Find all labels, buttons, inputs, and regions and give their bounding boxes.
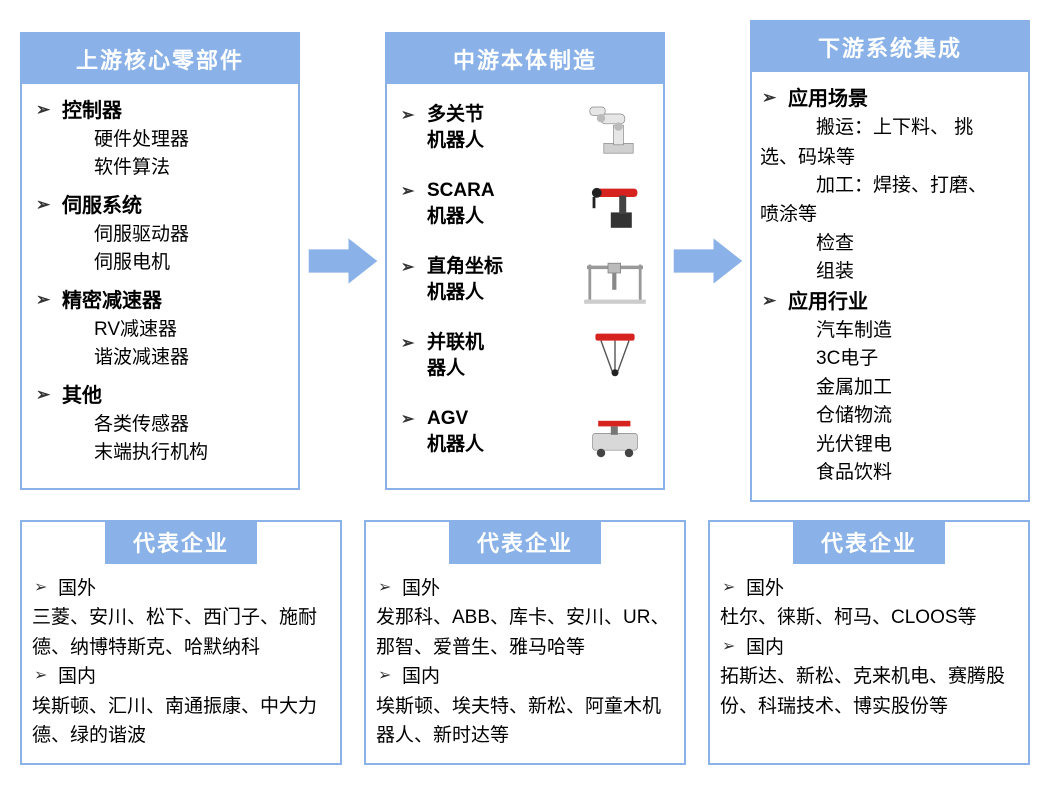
midstream-item: 直角坐标机器人 [399, 248, 651, 312]
downstream-line: 仓储物流 [760, 402, 1020, 431]
panel-midstream-title: 中游本体制造 [387, 34, 663, 84]
rep-panel: 代表企业国外发那科、ABB、库卡、安川、UR、那智、爱普生、雅马哈等国内埃斯顿、… [364, 520, 686, 765]
panel-downstream-body: 应用场景搬运：上下料、 挑选、码垛等加工：焊接、打磨、喷涂等检查组装应用行业汽车… [752, 72, 1028, 500]
rep-panel-body: 国外三菱、安川、松下、西门子、施耐德、纳博特斯克、哈默纳科国内埃斯顿、汇川、南通… [22, 564, 340, 763]
arrow-right-icon [308, 237, 378, 285]
rep-foreign-text: 杜尔、徕斯、柯马、CLOOS等 [720, 603, 1018, 632]
midstream-item: 并联机器人 [399, 324, 651, 388]
upstream-item: 软件算法 [34, 154, 286, 183]
downstream-line: 光伏锂电 [760, 431, 1020, 460]
upstream-item: 伺服驱动器 [34, 221, 286, 250]
downstream-section-title: 应用行业 [760, 287, 1020, 317]
panel-upstream: 上游核心零部件 控制器硬件处理器软件算法伺服系统伺服驱动器伺服电机精密减速器RV… [20, 32, 300, 490]
downstream-line: 汽车制造 [760, 317, 1020, 346]
arrow-right-icon [673, 237, 743, 285]
downstream-line: 选、码垛等 [760, 143, 1020, 172]
rep-foreign-label: 国外 [376, 574, 674, 603]
upstream-group-title: 其他 [34, 381, 286, 411]
downstream-line: 检查 [760, 230, 1020, 259]
downstream-line: 3C电子 [760, 345, 1020, 374]
downstream-line: 金属加工 [760, 374, 1020, 403]
panel-upstream-title: 上游核心零部件 [22, 34, 298, 84]
rep-panel: 代表企业国外杜尔、徕斯、柯马、CLOOS等国内拓斯达、新松、克来机电、赛腾股份、… [708, 520, 1030, 765]
upstream-group: 伺服系统伺服驱动器伺服电机 [34, 191, 286, 278]
upstream-item: RV减速器 [34, 316, 286, 345]
arrow-2 [673, 237, 743, 285]
downstream-line: 组装 [760, 258, 1020, 287]
rep-panel-title: 代表企业 [793, 520, 945, 564]
cartesian-robot-icon [579, 252, 651, 308]
downstream-line: 加工：焊接、打磨、 [760, 172, 1020, 201]
midstream-item: 多关节机器人 [399, 96, 651, 160]
midstream-item: SCARA机器人 [399, 172, 651, 236]
downstream-line: 喷涂等 [760, 200, 1020, 229]
rep-domestic-label: 国内 [720, 633, 1018, 662]
upstream-item: 各类传感器 [34, 411, 286, 440]
agv-robot-icon [579, 404, 651, 460]
rep-domestic-label: 国内 [32, 662, 330, 691]
midstream-item-label: SCARA机器人 [399, 178, 495, 229]
articulated-robot-icon [579, 100, 651, 156]
rep-foreign-text: 发那科、ABB、库卡、安川、UR、那智、爱普生、雅马哈等 [376, 603, 674, 662]
arrow-1 [308, 237, 378, 285]
panel-downstream-title: 下游系统集成 [752, 22, 1028, 72]
midstream-item-label: 并联机器人 [399, 330, 484, 381]
rep-domestic-text: 埃斯顿、汇川、南通振康、中大力德、绿的谐波 [32, 692, 330, 751]
downstream-section-title: 应用场景 [760, 84, 1020, 114]
upstream-group: 精密减速器RV减速器谐波减速器 [34, 286, 286, 373]
upstream-item: 硬件处理器 [34, 126, 286, 155]
panel-upstream-body: 控制器硬件处理器软件算法伺服系统伺服驱动器伺服电机精密减速器RV减速器谐波减速器… [22, 84, 298, 488]
rep-panel: 代表企业国外三菱、安川、松下、西门子、施耐德、纳博特斯克、哈默纳科国内埃斯顿、汇… [20, 520, 342, 765]
upstream-item: 末端执行机构 [34, 439, 286, 468]
midstream-item-label: 直角坐标机器人 [399, 254, 503, 305]
downstream-line: 食品饮料 [760, 459, 1020, 488]
upstream-item: 伺服电机 [34, 249, 286, 278]
panel-midstream-body: 多关节机器人 SCARA机器人 直角坐标机器人 [387, 84, 663, 488]
upstream-group-title: 精密减速器 [34, 286, 286, 316]
industry-chain-row: 上游核心零部件 控制器硬件处理器软件算法伺服系统伺服驱动器伺服电机精密减速器RV… [20, 20, 1030, 502]
upstream-group: 其他各类传感器末端执行机构 [34, 381, 286, 468]
rep-panel-title: 代表企业 [449, 520, 601, 564]
downstream-line: 搬运：上下料、 挑 [760, 114, 1020, 143]
rep-foreign-text: 三菱、安川、松下、西门子、施耐德、纳博特斯克、哈默纳科 [32, 603, 330, 662]
rep-foreign-label: 国外 [32, 574, 330, 603]
panel-midstream: 中游本体制造 多关节机器人 SCARA机器人 直角坐标机器人 [385, 32, 665, 490]
rep-domestic-text: 拓斯达、新松、克来机电、赛腾股份、科瑞技术、博实股份等 [720, 662, 1018, 721]
midstream-item-label: AGV机器人 [399, 406, 484, 457]
rep-domestic-label: 国内 [376, 662, 674, 691]
upstream-group-title: 控制器 [34, 96, 286, 126]
upstream-group: 控制器硬件处理器软件算法 [34, 96, 286, 183]
rep-domestic-text: 埃斯顿、埃夫特、新松、阿童木机器人、新时达等 [376, 692, 674, 751]
rep-panel-body: 国外杜尔、徕斯、柯马、CLOOS等国内拓斯达、新松、克来机电、赛腾股份、科瑞技术… [710, 564, 1028, 733]
scara-robot-icon [579, 176, 651, 232]
rep-panel-title: 代表企业 [105, 520, 257, 564]
delta-robot-icon [579, 328, 651, 384]
midstream-item: AGV机器人 [399, 400, 651, 464]
rep-panel-body: 国外发那科、ABB、库卡、安川、UR、那智、爱普生、雅马哈等国内埃斯顿、埃夫特、… [366, 564, 684, 763]
midstream-item-label: 多关节机器人 [399, 102, 484, 153]
upstream-item: 谐波减速器 [34, 344, 286, 373]
rep-foreign-label: 国外 [720, 574, 1018, 603]
rep-companies-row: 代表企业国外三菱、安川、松下、西门子、施耐德、纳博特斯克、哈默纳科国内埃斯顿、汇… [20, 520, 1030, 765]
panel-downstream: 下游系统集成 应用场景搬运：上下料、 挑选、码垛等加工：焊接、打磨、喷涂等检查组… [750, 20, 1030, 502]
upstream-group-title: 伺服系统 [34, 191, 286, 221]
